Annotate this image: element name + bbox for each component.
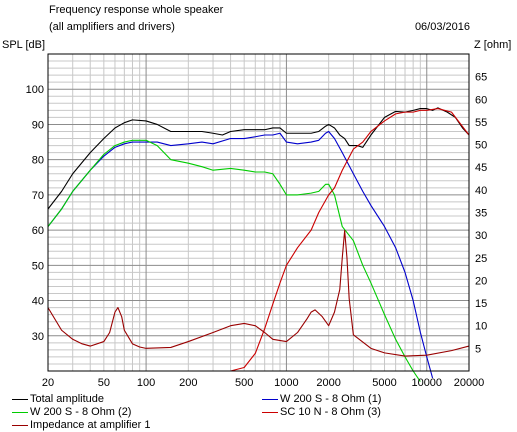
chart-title: Frequency response whole speaker: [49, 4, 224, 16]
chart-date: 06/03/2016: [414, 21, 470, 33]
y-axis-label-right: Z [ohm]: [474, 39, 512, 51]
legend-swatch: [262, 412, 278, 413]
x-tick-label: 20000: [454, 377, 485, 389]
tick-labels: 20 50 100 200 500 1000 2000 5000 10000 20000 30 40 5…: [26, 72, 488, 389]
legend-label: W 200 S - 8 Ohm (2): [30, 406, 132, 418]
legend-swatch: [262, 399, 278, 400]
y-tick-label-right: 50: [475, 140, 487, 152]
y-tick-label-left: 70: [32, 190, 44, 202]
y-tick-label-right: 15: [475, 298, 487, 310]
y-tick-label-right: 40: [475, 185, 487, 197]
y-tick-label-left: 100: [26, 84, 44, 96]
y-tick-label-right: 55: [475, 117, 487, 129]
y-tick-label-right: 45: [475, 162, 487, 174]
legend-label: SC 10 N - 8 Ohm (3): [280, 406, 381, 418]
y-tick-label-right: 35: [475, 208, 487, 220]
legend-swatch: [12, 425, 28, 426]
x-tick-label: 100: [137, 377, 155, 389]
series-line-3: [48, 108, 470, 372]
legend-label: W 200 S - 8 Ohm (1): [280, 393, 382, 405]
chart-subtitle: (all amplifiers and drivers): [49, 21, 175, 33]
grid-major-lines: [48, 54, 469, 371]
series-line-0: [47, 107, 470, 210]
y-axis-label-left: SPL [dB]: [2, 39, 46, 51]
legend-label: Total amplitude: [30, 393, 104, 405]
legend-swatch: [12, 412, 28, 413]
x-tick-label: 50: [98, 377, 110, 389]
y-tick-label-left: 50: [32, 260, 44, 272]
y-tick-label-right: 60: [475, 94, 487, 106]
x-tick-label: 1000: [274, 377, 298, 389]
y-tick-label-right: 30: [475, 230, 487, 242]
y-tick-label-left: 80: [32, 155, 44, 167]
series-line-2: [47, 139, 421, 382]
y-tick-label-left: 90: [32, 119, 44, 131]
plot-frame: [47, 53, 470, 372]
series-layer: [47, 107, 470, 382]
y-tick-label-left: 60: [32, 225, 44, 237]
x-tick-label: 2000: [316, 377, 340, 389]
legend-label: Impedance at amplifier 1: [30, 419, 151, 431]
x-tick-label: 20: [42, 377, 54, 389]
legend-swatch: [12, 399, 28, 400]
y-tick-label-right: 25: [475, 253, 487, 265]
y-tick-label-left: 30: [32, 331, 44, 343]
y-tick-label-right: 10: [475, 321, 487, 333]
y-tick-label-left: 40: [32, 296, 44, 308]
x-tick-label: 200: [179, 377, 197, 389]
y-tick-label-right: 65: [475, 72, 487, 84]
y-tick-label-right: 20: [475, 275, 487, 287]
y-tick-label-right: 5: [475, 343, 481, 355]
series-line-1: [47, 130, 434, 379]
x-tick-label: 5000: [372, 377, 396, 389]
grid-minor-lines: [48, 54, 469, 371]
x-tick-label: 10000: [411, 377, 442, 389]
series-line-4: [47, 230, 470, 357]
x-tick-label: 500: [235, 377, 253, 389]
